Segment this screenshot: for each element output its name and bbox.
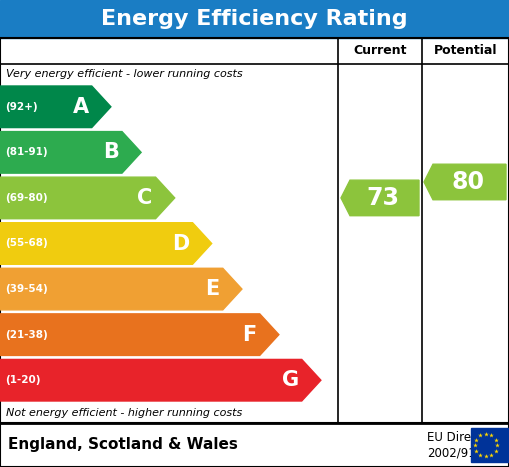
- Polygon shape: [0, 223, 212, 264]
- Polygon shape: [0, 177, 175, 219]
- Text: (69-80): (69-80): [5, 193, 48, 203]
- Text: Not energy efficient - higher running costs: Not energy efficient - higher running co…: [6, 408, 242, 418]
- Bar: [471, 428, 509, 462]
- Text: C: C: [137, 188, 153, 208]
- Text: (81-91): (81-91): [5, 148, 48, 157]
- Text: E: E: [206, 279, 220, 299]
- Text: Current: Current: [353, 44, 407, 57]
- Polygon shape: [0, 314, 279, 355]
- Text: (55-68): (55-68): [5, 239, 48, 248]
- Polygon shape: [341, 180, 419, 216]
- Text: Potential: Potential: [434, 44, 497, 57]
- Text: G: G: [281, 370, 299, 390]
- Text: (39-54): (39-54): [5, 284, 48, 294]
- Text: (1-20): (1-20): [5, 375, 41, 385]
- Text: Energy Efficiency Rating: Energy Efficiency Rating: [101, 9, 408, 29]
- Bar: [0, 423, 509, 467]
- Text: (92+): (92+): [5, 102, 38, 112]
- Bar: [0, 38, 509, 423]
- Text: (21-38): (21-38): [5, 330, 48, 340]
- Polygon shape: [424, 164, 506, 200]
- Text: 80: 80: [451, 170, 485, 194]
- Polygon shape: [0, 268, 242, 310]
- Text: Very energy efficient - lower running costs: Very energy efficient - lower running co…: [6, 69, 243, 79]
- Text: A: A: [73, 97, 89, 117]
- Bar: [0, 0, 509, 38]
- Text: B: B: [103, 142, 119, 163]
- Polygon shape: [0, 86, 111, 127]
- Text: 73: 73: [366, 186, 400, 210]
- Text: EU Directive
2002/91/EC: EU Directive 2002/91/EC: [427, 431, 500, 459]
- Polygon shape: [0, 132, 141, 173]
- Text: D: D: [172, 234, 189, 254]
- Text: F: F: [242, 325, 257, 345]
- Text: England, Scotland & Wales: England, Scotland & Wales: [8, 438, 238, 453]
- Polygon shape: [0, 360, 321, 401]
